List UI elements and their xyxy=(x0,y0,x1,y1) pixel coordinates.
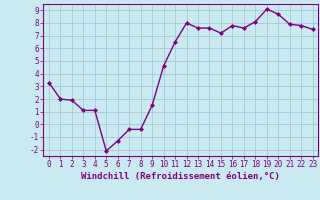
X-axis label: Windchill (Refroidissement éolien,°C): Windchill (Refroidissement éolien,°C) xyxy=(81,172,280,181)
